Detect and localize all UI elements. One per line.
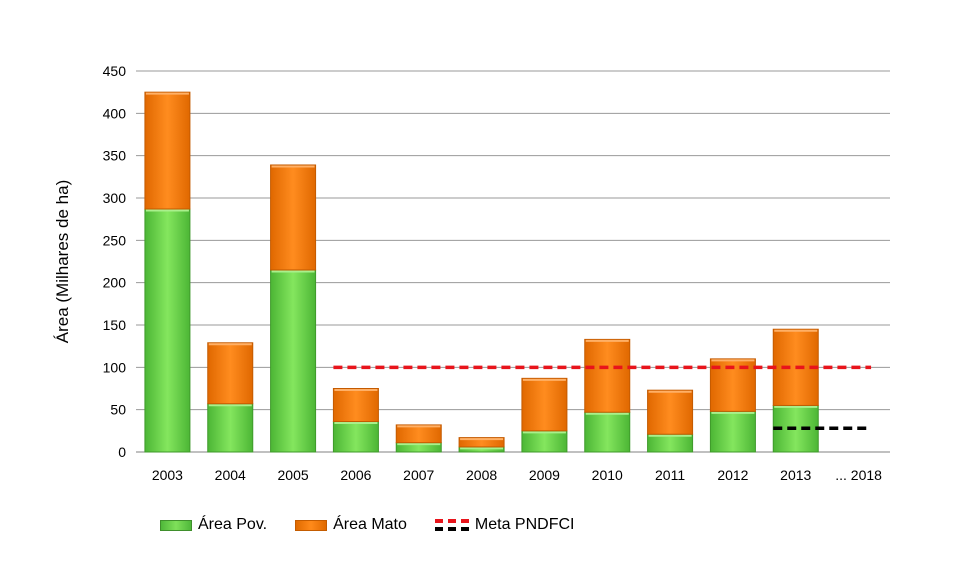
x-tick-label: 2008	[466, 467, 497, 483]
x-tick-label: 2011	[655, 467, 685, 483]
legend-dash-icons	[434, 517, 469, 533]
y-tick-label: 50	[110, 402, 126, 418]
x-tick-label: 2013	[780, 467, 811, 483]
bar-area-mato	[207, 342, 254, 405]
bar-area-pov	[270, 269, 317, 453]
y-tick-label: 300	[103, 190, 127, 206]
x-tick-label: ... 2018	[835, 467, 882, 483]
legend-label-area-pov: Área Pov.	[198, 516, 268, 533]
legend-item-area-pov: Área Pov.	[160, 516, 267, 534]
bar-area-mato	[332, 388, 379, 423]
bar-group	[144, 91, 819, 453]
bar-area-pov	[332, 421, 379, 453]
legend-dash-red	[434, 519, 469, 523]
bar-area-pov	[521, 430, 568, 453]
bar-area-pov	[144, 208, 191, 453]
x-tick-label: 2012	[717, 467, 748, 483]
legend-swatch-area-mato	[295, 519, 328, 531]
bar-area-mato	[458, 437, 505, 448]
legend: Área Pov. Área Mato Meta PNDFCI	[160, 516, 602, 534]
reference-lines	[333, 365, 872, 431]
gridlines	[136, 70, 890, 453]
bar-area-pov	[584, 411, 631, 453]
x-axis-ticks: 2003 2004 2005 2006 2007 2008 2009 2010 2011 2012…	[152, 467, 882, 483]
x-tick-label: 2009	[529, 467, 560, 483]
legend-item-meta: Meta PNDFCI	[434, 516, 575, 534]
bar-area-mato	[647, 389, 694, 435]
x-tick-label: 2010	[592, 467, 623, 483]
x-tick-label: 2003	[152, 467, 183, 483]
y-tick-label: 100	[103, 359, 127, 375]
bar-area-pov	[647, 433, 694, 453]
x-tick-label: 2007	[403, 467, 434, 483]
y-tick-label: 200	[103, 275, 127, 291]
y-tick-label: 0	[118, 444, 126, 460]
y-axis-title: Área (Milhares de ha)	[53, 180, 72, 343]
legend-item-area-mato: Área Mato	[295, 516, 407, 534]
y-axis-ticks: 0 50 100 150 200 250 300 350 400 450	[103, 63, 127, 460]
legend-label-area-mato: Área Mato	[333, 516, 407, 533]
legend-swatch-area-pov	[160, 519, 192, 531]
bar-area-mato	[395, 424, 442, 444]
y-tick-label: 350	[103, 148, 127, 164]
x-tick-label: 2004	[215, 467, 246, 483]
bar-area-mato	[144, 91, 191, 210]
legend-dash-black	[434, 527, 469, 531]
bar-area-mato	[584, 338, 631, 413]
y-tick-label: 250	[103, 232, 127, 248]
y-tick-label: 150	[103, 317, 127, 333]
bar-area-mato	[270, 164, 317, 271]
x-tick-label: 2006	[340, 467, 371, 483]
legend-label-meta: Meta PNDFCI	[474, 516, 575, 533]
y-tick-label: 400	[103, 105, 127, 121]
bar-area-pov	[709, 410, 756, 453]
x-tick-label: 2005	[278, 467, 309, 483]
bar-area-mato	[521, 377, 568, 432]
bar-area-pov	[207, 403, 254, 453]
y-tick-label: 450	[103, 63, 127, 79]
